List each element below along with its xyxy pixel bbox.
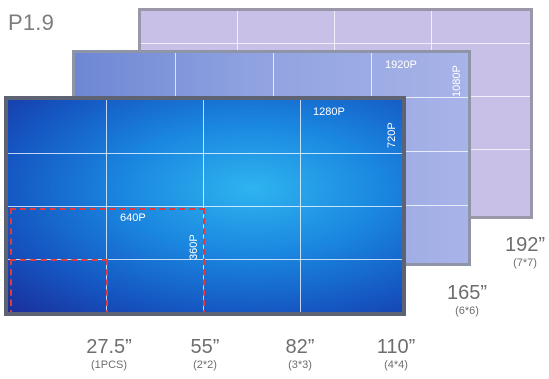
size-config: (6*6)	[455, 305, 479, 317]
video-wall-panel-4x4: 1280P 720P 640P 360P	[4, 96, 406, 316]
size-value: 110”	[376, 336, 416, 358]
size-config: (3*3)	[288, 359, 312, 371]
size-config: (4*4)	[384, 359, 408, 371]
resolution-label-1920p: 1920P	[385, 59, 417, 71]
resolution-label-640p: 640P	[120, 212, 146, 224]
size-value: 192”	[504, 234, 546, 256]
size-config: (2*2)	[193, 359, 217, 371]
page-title: P1.9	[8, 10, 55, 35]
resolution-label-1080p: 1080P	[451, 65, 463, 97]
size-label-6x6: 165” (6*6)	[440, 282, 494, 317]
size-value: 82”	[285, 336, 315, 358]
size-value: 55”	[190, 336, 220, 358]
grid-line	[8, 206, 402, 207]
grid-line	[141, 43, 530, 44]
size-config: (7*7)	[513, 257, 537, 269]
grid-line	[8, 259, 402, 260]
size-value: 27.5”	[86, 336, 132, 358]
size-label-2x2: 55” (2*2)	[180, 336, 230, 371]
resolution-label-720p: 720P	[386, 122, 398, 148]
dashed-outline-1pcs	[10, 259, 108, 312]
size-value: 165”	[446, 282, 488, 304]
grid-line	[8, 153, 402, 154]
size-label-4x4: 110” (4*4)	[369, 336, 423, 371]
resolution-label-1280p: 1280P	[313, 106, 345, 118]
size-label-1pcs: 27.5” (1PCS)	[77, 336, 141, 371]
size-config: (1PCS)	[90, 359, 128, 371]
size-label-3x3: 82” (3*3)	[275, 336, 325, 371]
size-label-7x7: 192” (7*7)	[502, 234, 548, 269]
